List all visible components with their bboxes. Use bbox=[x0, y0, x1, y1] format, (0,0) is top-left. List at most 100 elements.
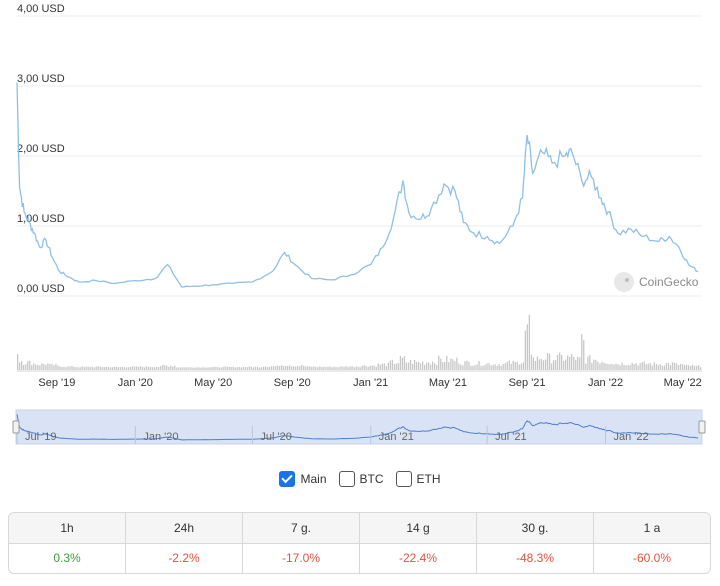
volume-bar bbox=[139, 366, 142, 370]
volume-bar bbox=[287, 366, 289, 370]
volume-bar bbox=[498, 364, 500, 370]
volume-bar bbox=[611, 364, 613, 370]
volume-bar bbox=[325, 366, 327, 370]
volume-bar bbox=[182, 367, 184, 370]
volume-bar bbox=[216, 366, 218, 370]
volume-bar bbox=[194, 367, 196, 370]
volume-bar bbox=[234, 367, 236, 370]
volume-bar bbox=[89, 367, 91, 370]
volume-bar bbox=[685, 364, 688, 370]
volume-bar bbox=[280, 365, 283, 370]
volume-bar bbox=[35, 364, 37, 370]
volume-bar bbox=[214, 366, 216, 370]
volume-bar bbox=[236, 367, 238, 370]
navigator-series-line bbox=[16, 414, 699, 441]
volume-bar bbox=[552, 360, 555, 370]
btc-checkbox[interactable] bbox=[338, 471, 355, 487]
volume-bar bbox=[242, 367, 244, 370]
volume-bar bbox=[440, 358, 442, 370]
performance-value-row: 0.3% -2.2% -17.0% -22.4% -48.3% -60.0% bbox=[9, 543, 710, 573]
navigator[interactable]: Jul '19 Jan '20 Jul '20 Jan '21 Jul '21 Jan '… bbox=[12, 409, 706, 445]
volume-bar bbox=[133, 366, 136, 370]
header-7d: 7 g. bbox=[243, 513, 360, 543]
volume-bar bbox=[363, 365, 365, 370]
volume-bar bbox=[357, 366, 359, 370]
volume-bar bbox=[361, 365, 363, 370]
volume-bar bbox=[297, 365, 299, 370]
eth-checkbox[interactable] bbox=[395, 471, 412, 487]
volume-bar bbox=[413, 360, 416, 370]
volume-bar bbox=[603, 362, 605, 370]
volume-bar bbox=[311, 366, 313, 370]
volume-bar bbox=[411, 364, 414, 370]
volume-bar bbox=[530, 354, 533, 370]
header-1h: 1h bbox=[9, 513, 126, 543]
price-chart[interactable]: 0,00 USD 1,00 USD 2,00 USD 3,00 USD 4,00 USD… bbox=[0, 0, 720, 455]
volume-bar bbox=[550, 363, 553, 370]
volume-bar bbox=[190, 367, 192, 370]
toggle-eth[interactable]: ETH bbox=[395, 471, 441, 487]
volume-bar bbox=[331, 367, 333, 370]
volume-bar bbox=[627, 364, 629, 370]
volume-bar bbox=[482, 365, 484, 370]
volume-bar bbox=[687, 365, 690, 370]
volume-bar bbox=[442, 362, 444, 370]
volume-bar bbox=[131, 366, 134, 370]
value-7d: -17.0% bbox=[243, 543, 360, 573]
toggle-btc[interactable]: BTC bbox=[338, 471, 384, 487]
volume-bar bbox=[198, 367, 200, 370]
volume-bar bbox=[105, 366, 107, 370]
volume-bar bbox=[605, 363, 607, 370]
volume-bar bbox=[377, 363, 379, 370]
volume-bar bbox=[218, 367, 220, 370]
navigator-left-handle[interactable] bbox=[12, 420, 20, 434]
volume-bar bbox=[569, 356, 571, 370]
volume-bar bbox=[270, 366, 273, 370]
volume-bar bbox=[256, 366, 259, 370]
volume-bar bbox=[168, 366, 170, 370]
volume-bar bbox=[117, 367, 119, 370]
volume-bar bbox=[462, 365, 464, 370]
volume-bar bbox=[651, 365, 653, 370]
volume-bar bbox=[524, 330, 526, 370]
volume-bar bbox=[97, 366, 99, 370]
volume-bar bbox=[546, 352, 549, 370]
toggle-main-label: Main bbox=[300, 472, 327, 486]
volume-bar bbox=[160, 366, 162, 370]
navigator-right-handle[interactable] bbox=[698, 420, 706, 434]
volume-bar bbox=[613, 364, 615, 370]
volume-bar bbox=[635, 363, 637, 370]
volume-bar bbox=[309, 366, 311, 370]
volume-bar bbox=[232, 366, 234, 370]
volume-bar bbox=[532, 357, 535, 370]
volume-bar bbox=[492, 364, 494, 370]
volume-bar bbox=[657, 365, 659, 370]
volume-bar bbox=[403, 356, 406, 370]
volume-bar bbox=[248, 366, 250, 370]
volume-bar bbox=[317, 367, 319, 370]
volume-bar bbox=[25, 364, 27, 370]
volume-bar bbox=[567, 355, 569, 370]
volume-bar bbox=[484, 364, 486, 370]
volume-bar bbox=[538, 359, 541, 370]
volume-bar bbox=[468, 361, 470, 370]
volume-bar bbox=[430, 364, 432, 370]
volume-bar bbox=[141, 366, 144, 370]
volume-bar bbox=[426, 362, 428, 370]
volume-bar bbox=[508, 360, 510, 370]
volume-bar bbox=[645, 364, 647, 370]
volume-bar bbox=[246, 367, 248, 370]
y-axis: 0,00 USD 1,00 USD 2,00 USD 3,00 USD 4,00 USD bbox=[17, 3, 65, 295]
volume-bar bbox=[466, 360, 468, 370]
volume-bar bbox=[415, 362, 418, 370]
volume-bar bbox=[474, 365, 476, 370]
volume-bar bbox=[79, 367, 81, 370]
volume-bar bbox=[343, 367, 345, 370]
price-series-line bbox=[16, 82, 699, 288]
volume-bar bbox=[633, 364, 635, 370]
volume-bar bbox=[643, 361, 645, 370]
volume-bar bbox=[653, 362, 655, 370]
toggle-main[interactable]: Main bbox=[279, 471, 327, 487]
volume-bar bbox=[103, 367, 105, 370]
main-checkbox[interactable] bbox=[279, 471, 296, 487]
